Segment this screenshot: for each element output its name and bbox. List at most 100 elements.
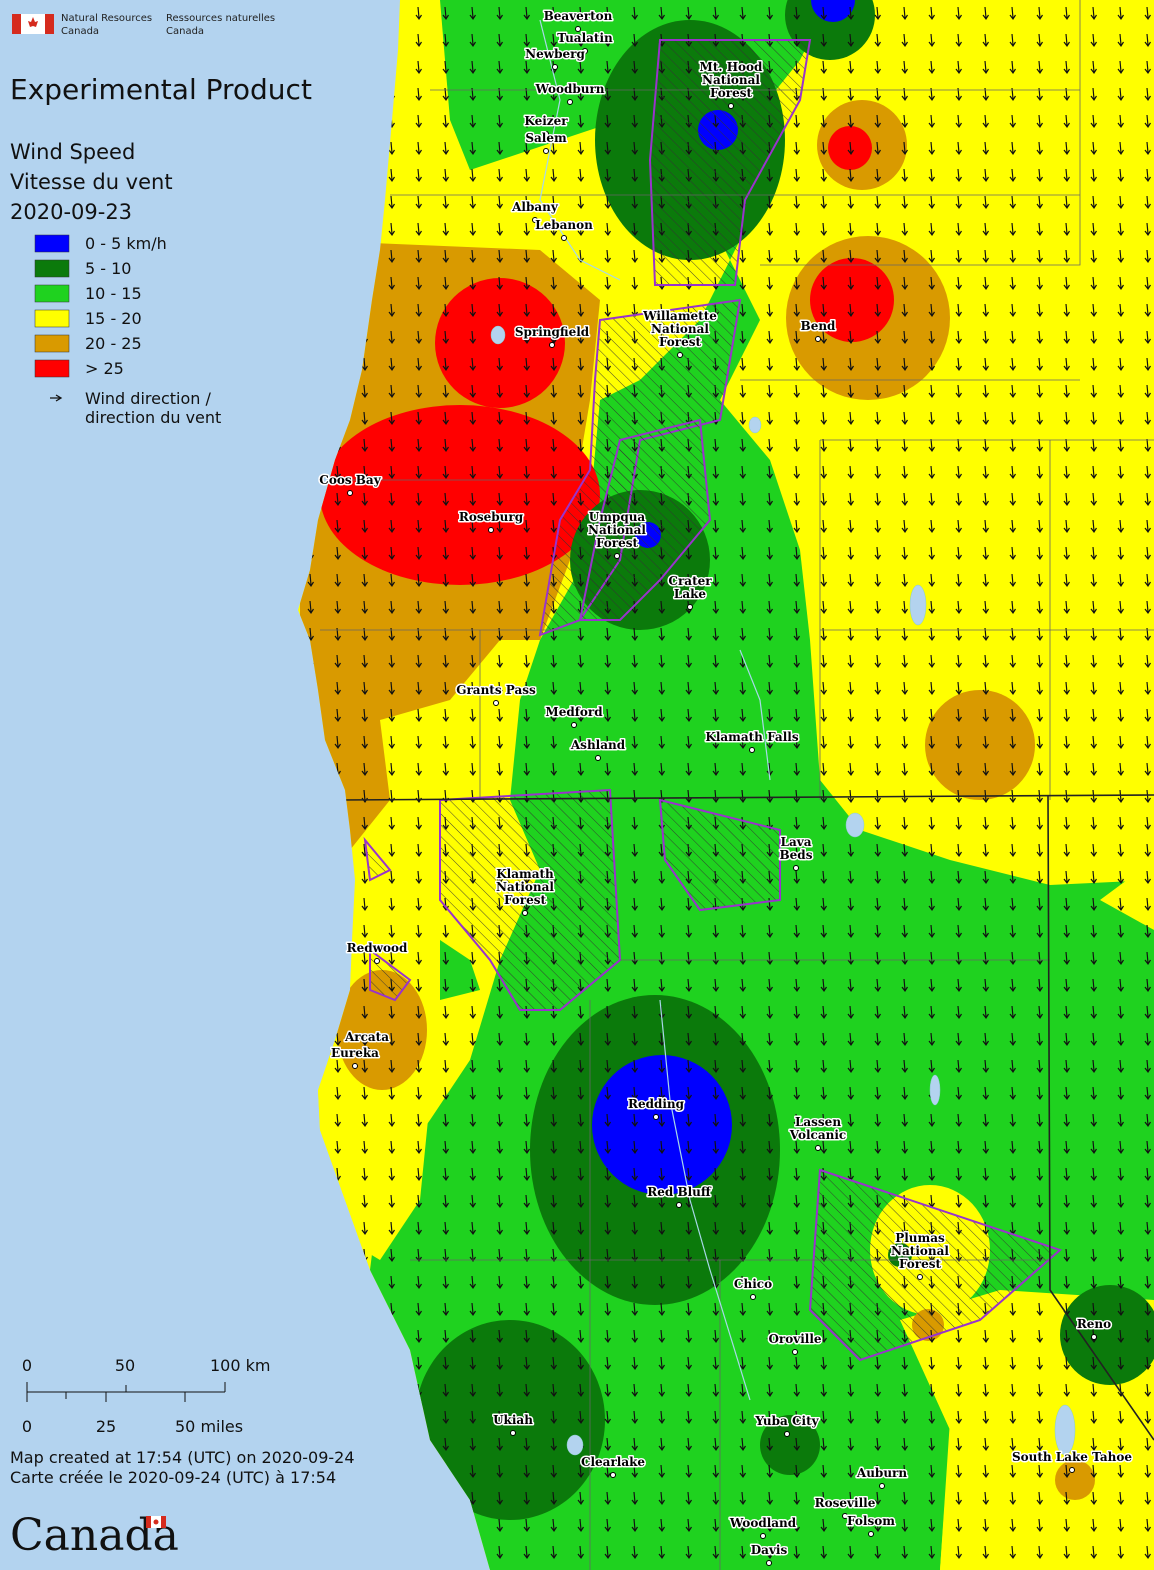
- org-name: Canada: [61, 26, 99, 37]
- place-label: South Lake Tahoe: [1012, 1450, 1132, 1464]
- flag-bar: [12, 14, 21, 34]
- place-dot: [595, 755, 601, 761]
- forest-area: [808, 1168, 1062, 1362]
- rivers: [539, 19, 771, 1401]
- scale-bar: 0 50 100 km 0 25 50 miles Map created at…: [10, 1356, 355, 1487]
- place-dot: [677, 352, 683, 358]
- place-label: Klamath: [496, 867, 554, 881]
- maple-leaf: [28, 17, 38, 27]
- place-label: Auburn: [856, 1466, 907, 1480]
- forest-area: [363, 836, 392, 882]
- place-label: Crater: [668, 574, 712, 588]
- place-label: Redding: [628, 1097, 685, 1111]
- place-dot: [552, 64, 558, 70]
- lake: [845, 812, 865, 838]
- scale-label: 100 km: [210, 1356, 270, 1375]
- place-dot: [842, 1513, 848, 1519]
- place-label: National: [651, 322, 709, 336]
- flag-bar: [45, 14, 54, 34]
- lake: [490, 325, 506, 345]
- place-dot: [493, 700, 499, 706]
- footer-line: Map created at 17:54 (UTC) on 2020-09-24: [10, 1448, 355, 1467]
- place-label: Umpqua: [589, 510, 646, 524]
- legend-label: Wind direction /: [85, 389, 212, 408]
- legend-title: Wind Speed Vitesse du vent 2020-09-23: [10, 140, 173, 224]
- place-label: Mt. Hood: [700, 60, 764, 74]
- place-label: Chico: [734, 1277, 772, 1291]
- river: [539, 19, 621, 281]
- place-dot: [614, 553, 620, 559]
- maple-leaf: [153, 1519, 159, 1525]
- place-label: Lake: [674, 587, 707, 601]
- place-dot: [653, 1114, 659, 1120]
- legend-label: direction du vent: [85, 408, 221, 427]
- place-label: Willamette: [642, 309, 717, 323]
- legend-arrow: [50, 394, 63, 402]
- river: [739, 649, 771, 781]
- place-label: Forest: [710, 86, 753, 100]
- state-border: [1047, 794, 1154, 1441]
- place-labels: Beaverton Tualatin Newberg Woodburn Keizer Sa…: [318, 8, 1134, 1566]
- legend-swatch: [34, 359, 70, 378]
- place-label: Ukiah: [493, 1413, 533, 1427]
- place-label: Grants Pass: [456, 683, 536, 697]
- place-label: Davis: [751, 1543, 788, 1557]
- lake: [929, 1074, 941, 1106]
- place-label: Beds: [780, 848, 813, 862]
- place-dot: [728, 103, 734, 109]
- legend-line: Vitesse du vent: [10, 170, 173, 194]
- scale-label: 0: [22, 1356, 32, 1375]
- scale-label: 50: [115, 1356, 135, 1375]
- place-dot: [532, 217, 538, 223]
- place-label: Lebanon: [535, 218, 593, 232]
- place-dot: [522, 910, 528, 916]
- place-label: Oroville: [768, 1332, 821, 1346]
- place-dot: [567, 99, 573, 105]
- lake: [909, 584, 927, 626]
- forest-area: [648, 39, 812, 286]
- forest-area: [439, 788, 622, 1011]
- scale-label: 0: [22, 1417, 32, 1436]
- place-dot: [917, 1274, 923, 1280]
- place-label: Forest: [899, 1257, 942, 1271]
- legend-label: > 25: [85, 359, 124, 378]
- state-border: [339, 794, 1154, 801]
- title: Experimental Product: [10, 73, 312, 106]
- place-dot: [374, 958, 380, 964]
- place-dot: [784, 1431, 790, 1437]
- place-dot: [549, 342, 555, 348]
- legend-swatch: [34, 334, 70, 353]
- place-dot: [760, 1533, 766, 1539]
- place-dot: [352, 1063, 358, 1069]
- place-label: Forest: [504, 893, 547, 907]
- place-dot: [488, 527, 494, 533]
- place-dot: [610, 1472, 616, 1478]
- national-forests: [363, 39, 1062, 1362]
- place-label: Salem: [525, 131, 567, 145]
- place-label: Coos Bay: [319, 473, 381, 487]
- place-label: Lava: [781, 835, 812, 849]
- place-label: Red Bluff: [647, 1185, 712, 1199]
- place-label: Medford: [545, 705, 603, 719]
- place-label: Volcanic: [789, 1128, 846, 1142]
- place-label: Roseburg: [459, 510, 524, 524]
- place-dot: [575, 26, 581, 32]
- lake: [1054, 1404, 1076, 1456]
- place-dot: [543, 131, 549, 137]
- legend-swatch: [34, 309, 70, 328]
- place-dot: [792, 1349, 798, 1355]
- place-label: Woodburn: [534, 82, 604, 96]
- place-label: Plumas: [895, 1231, 945, 1245]
- legend-line: 2020-09-23: [10, 200, 132, 224]
- place-dot: [676, 1202, 682, 1208]
- place-dot: [815, 1145, 821, 1151]
- footer-line: Carte créée le 2020-09-24 (UTC) à 17:54: [10, 1468, 336, 1487]
- place-label: Springfield: [515, 325, 590, 339]
- place-dot: [1069, 1467, 1075, 1473]
- place-label: Arcata: [344, 1030, 389, 1044]
- place-label: Roseville: [815, 1496, 876, 1510]
- forest-area: [578, 418, 712, 621]
- arrow-legend: Wind direction / direction du vent: [85, 389, 221, 427]
